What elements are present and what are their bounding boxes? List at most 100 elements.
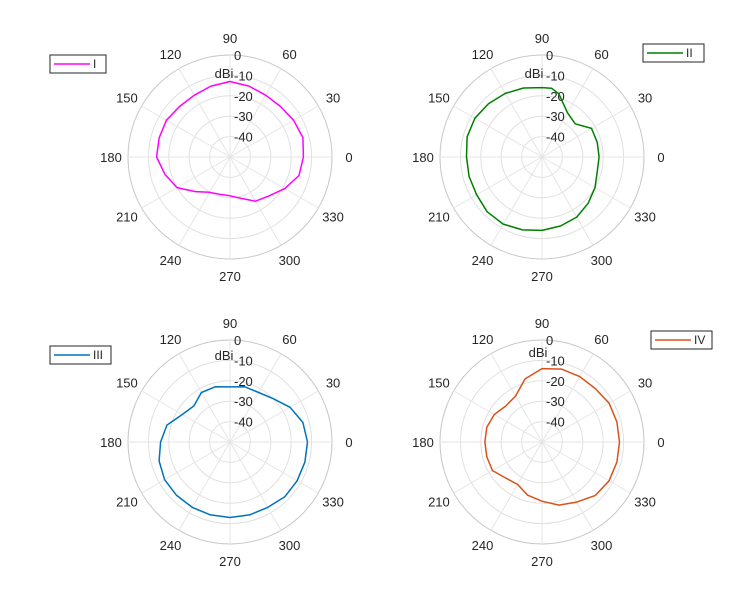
- radial-tick-label: 0: [234, 48, 241, 63]
- theta-tick-label: 180: [100, 150, 122, 165]
- theta-tick-label: 210: [116, 210, 138, 225]
- theta-tick-label: 270: [219, 554, 241, 569]
- theta-tick-label: 330: [322, 495, 344, 510]
- theta-tick-label: 90: [535, 316, 549, 331]
- legend-entry-label: IV: [694, 333, 705, 347]
- theta-tick-label: 270: [219, 269, 241, 284]
- series-line-III: [158, 386, 309, 519]
- grid-spoke: [490, 353, 543, 443]
- radial-tick-label: -30: [546, 394, 565, 409]
- theta-tick-label: 240: [472, 538, 494, 553]
- polar-panel-3: 0 30 60 90 120 150 180 210 240 270 300 330 0 -10 -20 -3…: [49, 316, 353, 569]
- theta-tick-label: 0: [345, 435, 352, 450]
- polar-panel-1: 0 30 60 90 120 150 180 210 240 270 300 330 0 -10 -20 -3…: [49, 31, 353, 284]
- theta-tick-label: 270: [531, 554, 553, 569]
- grid-spoke: [229, 68, 282, 158]
- radial-tick-label: -10: [546, 353, 565, 368]
- legend: I: [49, 54, 107, 74]
- grid-spoke: [453, 105, 543, 158]
- radial-tick-label: -40: [234, 130, 253, 145]
- theta-tick-label: 60: [282, 332, 296, 347]
- theta-tick-label: 30: [638, 91, 652, 106]
- theta-tick-label: 120: [160, 332, 182, 347]
- radial-tick-label: -20: [234, 374, 253, 389]
- theta-tick-label: 0: [657, 150, 664, 165]
- theta-tick-label: 120: [472, 332, 494, 347]
- theta-tick-label: 210: [116, 495, 138, 510]
- theta-tick-label: 30: [326, 91, 340, 106]
- radial-tick-label: -10: [234, 353, 253, 368]
- theta-tick-label: 60: [282, 47, 296, 62]
- legend: III: [49, 345, 112, 365]
- radial-unit-label: dBi: [215, 66, 234, 81]
- grid-spoke: [141, 441, 231, 494]
- theta-tick-label: 120: [472, 47, 494, 62]
- radial-unit-label: dBi: [215, 348, 234, 363]
- theta-tick-label: 330: [634, 495, 656, 510]
- theta-tick-label: 30: [326, 376, 340, 391]
- theta-tick-label: 150: [428, 376, 450, 391]
- grid-spoke: [141, 156, 231, 209]
- grid-spoke: [541, 105, 631, 158]
- series-line-IV: [484, 367, 621, 506]
- radial-unit-label: dBi: [529, 345, 548, 360]
- theta-tick-label: 300: [591, 538, 613, 553]
- grid-spoke: [541, 441, 631, 494]
- radial-tick-label: -40: [546, 415, 565, 430]
- series-line-II: [465, 86, 600, 232]
- theta-tick-label: 180: [412, 150, 434, 165]
- theta-tick-label: 90: [535, 31, 549, 46]
- grid-spoke: [141, 105, 231, 158]
- theta-tick-label: 60: [594, 47, 608, 62]
- grid-spoke: [541, 353, 594, 443]
- grid-spoke: [490, 156, 543, 246]
- grid-spoke: [229, 353, 282, 443]
- grid-spoke: [541, 390, 631, 443]
- grid-spoke: [541, 441, 594, 531]
- theta-tick-label: 210: [428, 495, 450, 510]
- theta-tick-label: 0: [345, 150, 352, 165]
- grid-spoke: [141, 390, 231, 443]
- theta-tick-label: 180: [412, 435, 434, 450]
- theta-tick-label: 330: [322, 210, 344, 225]
- theta-tick-label: 90: [223, 316, 237, 331]
- theta-tick-label: 150: [116, 91, 138, 106]
- theta-tick-label: 270: [531, 269, 553, 284]
- grid-spoke: [178, 156, 231, 246]
- polar-panel-2: 0 30 60 90 120 150 180 210 240 270 300 330 0 -10 -20 -3…: [412, 31, 705, 284]
- grid-spoke: [229, 390, 319, 443]
- theta-tick-label: 240: [472, 253, 494, 268]
- legend-entry-label: III: [93, 348, 103, 362]
- radial-tick-label: -20: [546, 89, 565, 104]
- grid-spoke: [453, 390, 543, 443]
- grid-spoke: [490, 68, 543, 158]
- theta-tick-label: 210: [428, 210, 450, 225]
- legend-entry-label: II: [686, 46, 693, 60]
- theta-tick-label: 120: [160, 47, 182, 62]
- radial-tick-label: -10: [234, 68, 253, 83]
- grid-spoke: [229, 441, 319, 494]
- legend: II: [642, 43, 705, 63]
- theta-tick-label: 300: [279, 538, 301, 553]
- grid-spoke: [541, 156, 631, 209]
- legend: IV: [650, 330, 713, 350]
- series-line-I: [155, 80, 305, 202]
- theta-tick-label: 30: [638, 376, 652, 391]
- radial-tick-label: -30: [234, 109, 253, 124]
- radial-tick-label: -40: [234, 415, 253, 430]
- theta-tick-label: 180: [100, 435, 122, 450]
- theta-tick-label: 240: [160, 538, 182, 553]
- radial-tick-label: -20: [546, 374, 565, 389]
- theta-tick-label: 90: [223, 31, 237, 46]
- grid-spoke: [178, 68, 231, 158]
- grid-spoke: [229, 441, 282, 531]
- radial-tick-label: -30: [546, 109, 565, 124]
- grid-spoke: [178, 353, 231, 443]
- polar-panel-4: 0 30 60 90 120 150 180 210 240 270 300 330 0 -10 -20 -3…: [412, 316, 713, 569]
- theta-tick-label: 240: [160, 253, 182, 268]
- radial-tick-label: -10: [546, 68, 565, 83]
- theta-tick-label: 300: [591, 253, 613, 268]
- grid-spoke: [229, 156, 319, 209]
- theta-tick-label: 60: [594, 332, 608, 347]
